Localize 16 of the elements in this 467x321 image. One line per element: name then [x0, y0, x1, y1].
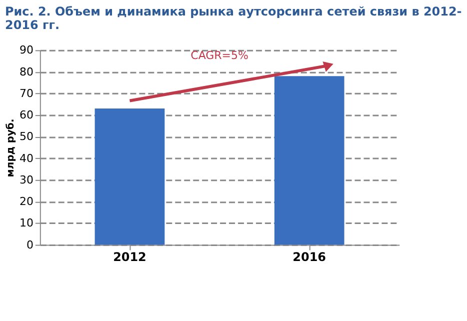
x-tick-label: 2016	[292, 250, 326, 264]
y-tick-label: 80	[19, 65, 34, 78]
y-tick-label: 30	[19, 173, 34, 186]
y-tick-label: 40	[19, 152, 34, 165]
y-axis-title: млрд руб.	[5, 118, 16, 178]
y-tick-label: 20	[19, 195, 34, 208]
text: Рис. 2. Объем и динамика рынка аутсорсинга сетей связи в 2012-	[4, 4, 462, 18]
y-tick-label: 0	[26, 238, 34, 252]
y-tick-label: 60	[19, 108, 34, 122]
y-tick-label: 50	[19, 130, 34, 144]
y-tick-label: 10	[19, 216, 34, 230]
annotation: CAGR=5%	[190, 49, 248, 62]
text: 2016 гг.	[4, 18, 60, 32]
y-tick-label: 70	[19, 86, 34, 100]
y-tick-label: 90	[19, 44, 34, 57]
x-tick-label: 2012	[113, 250, 146, 264]
